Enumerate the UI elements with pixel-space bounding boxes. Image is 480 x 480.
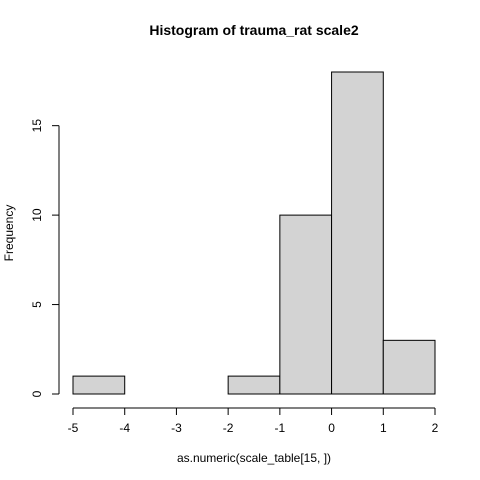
histogram-bar (227, 375, 281, 395)
y-axis: 0 5 10 15 (30, 119, 60, 397)
x-tick-label: 1 (380, 421, 387, 435)
histogram-bar (279, 214, 333, 395)
y-tick-label: 15 (30, 119, 44, 133)
y-tick-label: 0 (30, 390, 44, 397)
y-tick-label: 10 (30, 208, 44, 222)
x-tick-label: -3 (171, 421, 182, 435)
x-tick-label: -1 (275, 421, 286, 435)
histogram-bar (72, 375, 126, 395)
y-tick-label: 5 (30, 301, 44, 308)
x-axis-label: as.numeric(scale_table[15, ]) (177, 451, 331, 465)
x-tick-label: -5 (68, 421, 79, 435)
x-tick-label: -4 (119, 421, 130, 435)
histogram-bar (382, 339, 436, 395)
chart-title: Histogram of trauma_rat scale2 (149, 22, 359, 38)
x-tick-label: -2 (223, 421, 234, 435)
bars-group (72, 71, 436, 395)
x-axis: -5 -4 -3 -2 -1 0 1 2 (68, 407, 439, 435)
y-axis-label: Frequency (2, 205, 16, 262)
histogram-bar (331, 71, 384, 395)
x-tick-label: 2 (432, 421, 439, 435)
x-tick-label: 0 (328, 421, 335, 435)
